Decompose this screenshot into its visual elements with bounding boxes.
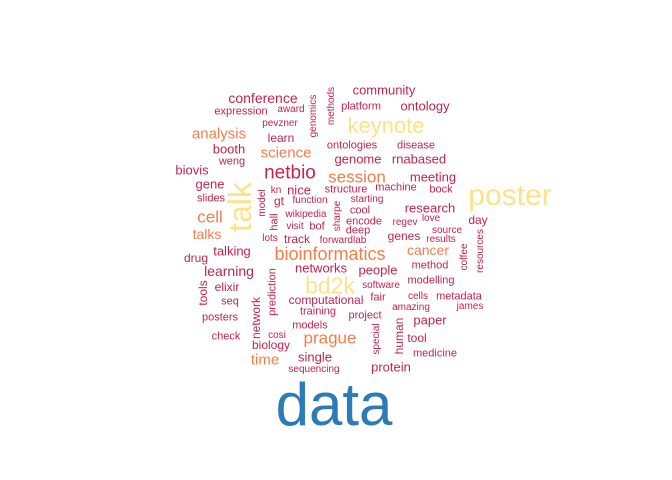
word-bof: bof xyxy=(309,220,325,233)
word-model: model xyxy=(257,189,268,217)
word-software: software xyxy=(362,280,400,291)
word-cells: cells xyxy=(407,291,429,302)
word-networks: networks xyxy=(294,260,348,276)
word-award: award xyxy=(277,104,305,115)
word-sharpe: sharpe xyxy=(332,200,343,232)
word-analysis: analysis xyxy=(191,125,247,143)
word-amazing: amazing xyxy=(392,302,430,313)
word-biovis: biovis xyxy=(175,162,209,178)
word-talks: talks xyxy=(192,226,222,242)
word-learning: learning xyxy=(204,263,254,279)
word-gene: gene xyxy=(195,176,225,192)
word-sequencing: sequencing xyxy=(288,364,340,375)
word-resources: resources xyxy=(475,229,486,273)
word-ontologies: ontologies xyxy=(326,139,378,152)
word-coffee: coffee xyxy=(459,243,470,271)
word-weng: weng xyxy=(218,155,246,168)
word-session: session xyxy=(328,167,386,187)
word-regev: regev xyxy=(392,217,418,228)
word-slides: slides xyxy=(196,192,226,205)
word-seq: seq xyxy=(221,295,239,308)
word-netbio: netbio xyxy=(264,162,316,184)
word-lots: lots xyxy=(262,233,278,244)
word-tool: tool xyxy=(407,331,427,345)
word-methods: methods xyxy=(326,86,337,126)
word-machine: machine xyxy=(375,181,417,194)
word-drug: drug xyxy=(183,251,209,265)
word-poster: poster xyxy=(468,179,552,212)
word-cancer: cancer xyxy=(406,242,450,258)
word-project: project xyxy=(348,309,382,322)
word-method: method xyxy=(411,259,449,272)
word-cell: cell xyxy=(197,207,223,227)
word-day: day xyxy=(468,213,488,227)
word-biology: biology xyxy=(251,338,291,352)
word-kn: kn xyxy=(270,185,282,196)
word-medicine: medicine xyxy=(412,347,458,360)
word-paper: paper xyxy=(413,312,447,328)
word-models: models xyxy=(292,319,328,332)
word-prague: prague xyxy=(303,328,357,348)
word-metadata: metadata xyxy=(436,290,482,303)
word-tools: tools xyxy=(196,280,210,306)
word-expression: expression xyxy=(214,105,268,118)
word-genome: genome xyxy=(334,151,382,167)
word-genes: genes xyxy=(387,229,421,243)
word-bioinformatics: bioinformatics xyxy=(274,244,386,264)
word-encode: encode xyxy=(345,215,383,228)
word-conference: conference xyxy=(228,90,298,106)
word-fair: fair xyxy=(370,291,386,304)
word-bd2k: bd2k xyxy=(305,272,355,299)
word-genomics: genomics xyxy=(308,94,319,138)
word-nice: nice xyxy=(287,182,311,198)
word-elixir: elixir xyxy=(214,280,240,294)
word-booth: booth xyxy=(212,141,246,157)
word-prediction: prediction xyxy=(266,268,279,316)
word-cool: cool xyxy=(349,204,371,217)
word-gt: gt xyxy=(273,194,285,208)
word-results: results xyxy=(426,234,456,245)
word-keynote: keynote xyxy=(347,113,425,138)
word-learn: learn xyxy=(267,131,295,145)
word-visit: visit xyxy=(286,221,304,232)
word-meeting: meeting xyxy=(409,169,457,185)
word-structure: structure xyxy=(324,183,368,196)
word-training: training xyxy=(299,305,337,318)
word-function: function xyxy=(292,195,328,206)
word-platform: platform xyxy=(341,100,381,113)
word-rnabased: rnabased xyxy=(391,151,447,167)
word-network: network xyxy=(249,296,263,340)
word-protein: protein xyxy=(371,359,411,375)
word-posters: posters xyxy=(201,311,239,324)
word-starting: starting xyxy=(350,194,384,205)
word-people: people xyxy=(358,262,398,278)
word-community: community xyxy=(352,82,416,98)
word-science: science xyxy=(260,144,312,162)
word-track: track xyxy=(283,232,311,246)
word-modelling: modelling xyxy=(407,274,455,287)
word-check: check xyxy=(211,330,241,343)
word-love: love xyxy=(421,213,441,224)
word-disease: disease xyxy=(397,139,435,152)
word-hall: hall xyxy=(268,213,281,231)
word-single: single xyxy=(298,349,332,365)
word-forwardlab: forwardlab xyxy=(319,235,367,246)
word-human: human xyxy=(392,317,406,355)
word-deep: deep xyxy=(345,224,371,237)
word-time: time xyxy=(250,351,280,369)
word-data: data xyxy=(275,371,393,438)
word-computational: computational xyxy=(288,293,364,307)
word-research: research xyxy=(404,200,456,216)
word-bock: bock xyxy=(429,183,453,196)
word-pevzner: pevzner xyxy=(262,118,298,129)
word-cosi: cosi xyxy=(268,330,286,341)
word-james: james xyxy=(456,301,484,312)
word-special: special xyxy=(371,323,382,355)
word-talking: talking xyxy=(213,243,251,259)
word-ontology: ontology xyxy=(400,98,450,114)
word-source: source xyxy=(431,225,463,236)
word-wikipedia: wikipedia xyxy=(285,209,327,220)
word-talk: talk xyxy=(222,182,258,232)
